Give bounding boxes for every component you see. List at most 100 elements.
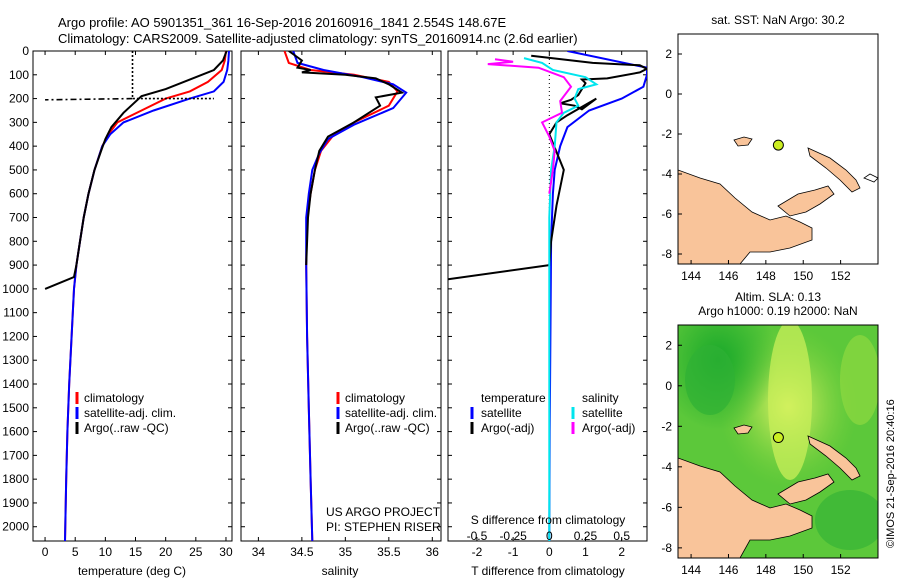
- lon-tick-label: 146: [718, 563, 738, 577]
- new-guinea-land: [678, 457, 813, 558]
- sst-map-frame: [677, 33, 879, 265]
- salinity-xlabel: salinity: [322, 564, 359, 578]
- x-tick-label: 10: [99, 545, 113, 559]
- temperature-legend: climatology satellite-adj. clim. Argo(..…: [75, 391, 176, 435]
- x-tick-label: 35.5: [377, 545, 401, 559]
- sla-map-frame: [677, 324, 879, 559]
- lat-tick-label: -6: [661, 207, 672, 221]
- x-tick-label: -1: [508, 545, 519, 559]
- x-tick-label: 35: [339, 545, 353, 559]
- s-tick-label: 0.5: [613, 529, 630, 543]
- salinity-panel-frame: [240, 50, 442, 542]
- difference-axes: -2 -1 0 1 2: [448, 50, 647, 559]
- lon-tick-label: 150: [793, 269, 813, 283]
- temperature-xlabel: temperature (deg C): [78, 564, 186, 578]
- salinity-legend: climatology satellite-adj. clim. Argo(..…: [336, 391, 437, 435]
- x-tick-label: 0: [546, 545, 553, 559]
- x-tick-label: 5: [72, 545, 79, 559]
- series-t-satellite: [548, 51, 647, 541]
- difference-panel-frame: [447, 50, 648, 542]
- temperature-lines: [44, 51, 230, 541]
- legend-s-satellite: satellite: [582, 406, 623, 420]
- legend-climatology: climatology: [345, 391, 405, 405]
- y-tick-label: 400: [9, 139, 29, 153]
- y-tick-label: 1900: [2, 496, 29, 510]
- lat-tick-label: 2: [665, 47, 672, 61]
- argo-float-marker: [772, 139, 784, 151]
- temperature-axes: 0 5 10 15 20 25 300100200300400500600700800900…: [2, 44, 233, 559]
- legend-satellite: satellite-adj. clim.: [345, 406, 437, 420]
- lat-tick-label: 0: [665, 379, 672, 393]
- s-tick-label: -0.25: [499, 529, 527, 543]
- legend-temperature-title: temperature: [481, 391, 546, 405]
- lon-tick-label: 152: [831, 563, 851, 577]
- new-britain-land: [777, 473, 835, 505]
- s-difference-ticks: -0.5 -0.25 0 0.25 0.5: [467, 529, 631, 543]
- lon-tick-label: 152: [831, 269, 851, 283]
- x-tick-label: 0: [42, 545, 49, 559]
- series-mld-marker: [131, 51, 214, 100]
- lon-tick-label: 144: [681, 269, 701, 283]
- legend-satellite: satellite-adj. clim.: [84, 406, 176, 420]
- y-tick-label: 1800: [2, 472, 29, 486]
- header-line1: Argo profile: AO 5901351_361 16-Sep-2016…: [58, 15, 506, 30]
- project-label: US ARGO PROJECT: [326, 505, 441, 519]
- x-tick-label: 1: [582, 545, 589, 559]
- series-argo: [288, 51, 405, 266]
- series-climatology: [283, 51, 399, 541]
- legend-argo: Argo(..raw -QC): [84, 421, 169, 435]
- lat-tick-label: -8: [661, 247, 672, 261]
- series-climatology: [64, 51, 227, 541]
- y-tick-label: 100: [9, 68, 29, 82]
- lon-tick-label: 148: [756, 563, 776, 577]
- y-tick-label: 900: [9, 258, 29, 272]
- series-s-satellite: [523, 57, 599, 541]
- x-tick-label: 25: [189, 545, 203, 559]
- y-tick-label: 600: [9, 187, 29, 201]
- y-tick-label: 800: [9, 234, 29, 248]
- manus-island-land: [733, 136, 753, 147]
- y-tick-label: 500: [9, 163, 29, 177]
- difference-legend: temperature satellite Argo(-adj) salinit…: [470, 391, 635, 435]
- lon-tick-label: 150: [793, 563, 813, 577]
- y-tick-label: 1600: [2, 425, 29, 439]
- legend-argo: Argo(..raw -QC): [345, 421, 430, 435]
- sla-map-title1: Altim. SLA: 0.13: [735, 290, 821, 304]
- x-tick-label: 34: [252, 545, 266, 559]
- lat-tick-label: -2: [661, 127, 672, 141]
- sst-map-title: sat. SST: NaN Argo: 30.2: [711, 13, 845, 27]
- legend-s-argo: Argo(-adj): [582, 421, 635, 435]
- legend-t-argo: Argo(-adj): [481, 421, 534, 435]
- s-tick-label: 0.25: [574, 529, 598, 543]
- y-tick-label: 1100: [3, 306, 29, 320]
- x-tick-label: 15: [129, 545, 143, 559]
- legend-climatology: climatology: [84, 391, 144, 405]
- manus-island-land: [733, 424, 753, 435]
- y-tick-label: 0: [22, 44, 29, 58]
- pi-label: PI: STEPHEN RISER: [326, 520, 441, 534]
- y-tick-label: 1300: [2, 353, 29, 367]
- sla-map-axes: 144 146 148 150 152 2 0 -2 -4 -6 -8: [661, 338, 851, 577]
- temperature-panel-frame: [32, 50, 233, 542]
- y-tick-label: 1400: [2, 377, 29, 391]
- x-tick-label: 20: [159, 545, 173, 559]
- sla-map-title2: Argo h1000: 0.19 h2000: NaN: [698, 304, 857, 318]
- difference-lines: [448, 51, 647, 541]
- series-satellite: [64, 51, 230, 541]
- y-tick-label: 300: [9, 115, 29, 129]
- lon-tick-label: 144: [681, 563, 701, 577]
- y-tick-label: 700: [9, 211, 29, 225]
- lon-tick-label: 148: [756, 269, 776, 283]
- series-s-argo: [487, 58, 573, 194]
- lat-tick-label: -6: [661, 500, 672, 514]
- new-ireland-land: [807, 147, 861, 193]
- argo-float-marker: [772, 432, 784, 444]
- imos-watermark: ©IMOS 21-Sep-2016 20:40:16: [885, 399, 897, 548]
- x-tick-label: 36: [426, 545, 440, 559]
- lat-tick-label: 2: [665, 338, 672, 352]
- difference-top-label: S difference from climatology: [471, 513, 626, 527]
- new-guinea-land: [678, 169, 813, 264]
- lat-tick-label: -4: [661, 167, 672, 181]
- salinity-axes: 34 34.5 35 35.5 36: [241, 50, 441, 559]
